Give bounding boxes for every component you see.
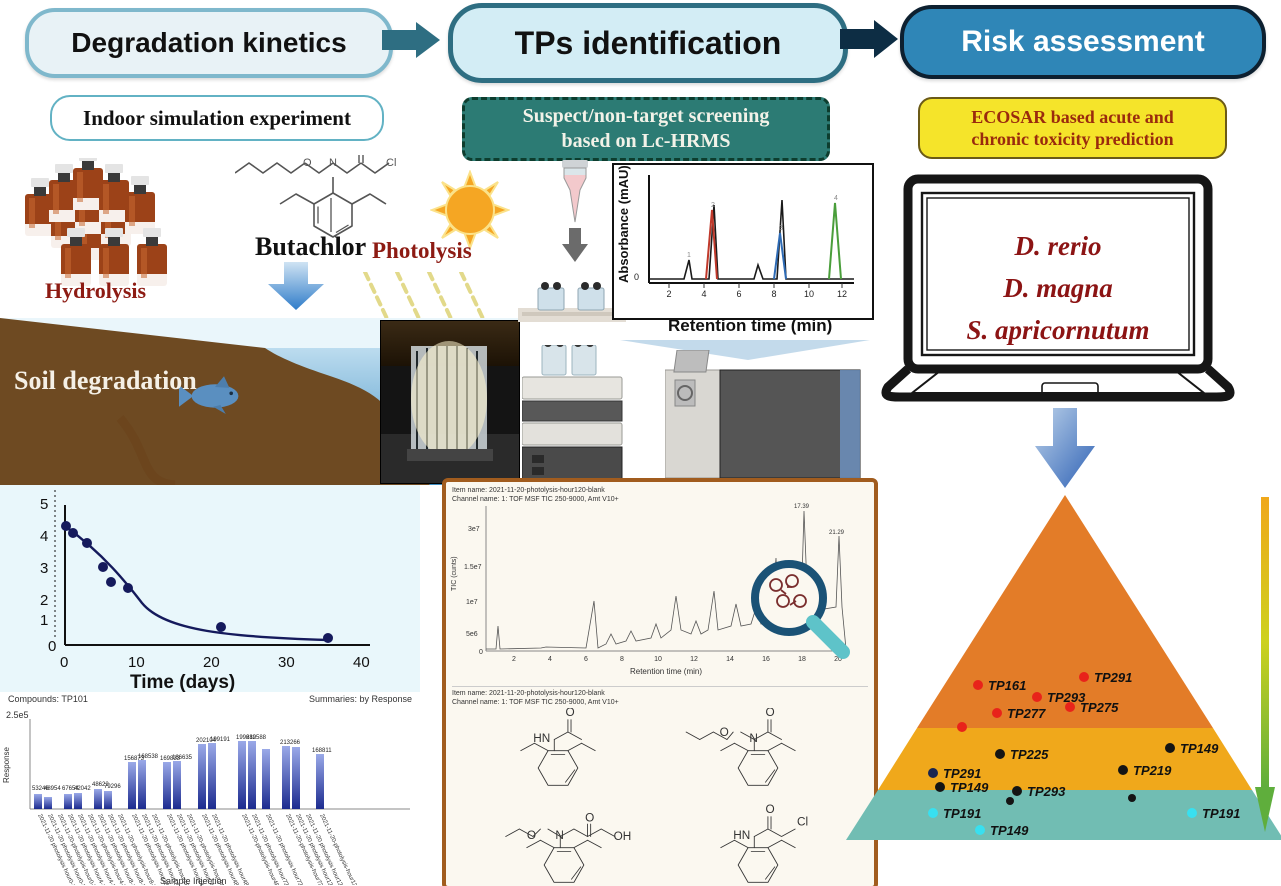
svg-text:TIC (cunts): TIC (cunts) — [451, 556, 458, 591]
svg-text:O: O — [720, 726, 729, 739]
svg-text:5: 5 — [40, 496, 48, 513]
svg-text:2: 2 — [40, 592, 48, 609]
svg-text:10: 10 — [654, 656, 662, 663]
svg-text:0: 0 — [634, 272, 639, 282]
svg-text:Cl: Cl — [797, 815, 808, 828]
svg-text:1: 1 — [687, 252, 691, 259]
svg-text:8: 8 — [771, 289, 776, 299]
svg-text:4: 4 — [40, 528, 48, 545]
svg-text:O: O — [303, 157, 312, 169]
svg-text:HN: HN — [733, 829, 750, 842]
svg-text:40: 40 — [353, 654, 370, 671]
svg-text:Time (days): Time (days) — [130, 672, 235, 692]
svg-text:2: 2 — [711, 202, 715, 209]
svg-text:1: 1 — [40, 612, 48, 629]
svg-text:0: 0 — [479, 649, 483, 656]
svg-text:N: N — [555, 829, 564, 842]
svg-text:8: 8 — [620, 656, 624, 663]
svg-text:TP277: TP277 — [1007, 706, 1046, 721]
svg-text:3: 3 — [779, 225, 783, 232]
svg-text:TP291: TP291 — [943, 766, 981, 781]
svg-text:N: N — [749, 732, 758, 745]
svg-text:6: 6 — [584, 656, 588, 663]
svg-text:N: N — [329, 157, 337, 169]
svg-text:O: O — [527, 829, 536, 842]
svg-text:TP291: TP291 — [1094, 670, 1132, 685]
svg-text:TP225: TP225 — [1010, 747, 1049, 762]
svg-text:OH: OH — [614, 830, 632, 843]
svg-text:0: 0 — [48, 638, 56, 655]
svg-text:12: 12 — [837, 289, 847, 299]
svg-text:O: O — [765, 708, 774, 719]
svg-text:14: 14 — [726, 656, 734, 663]
svg-text:21.29: 21.29 — [829, 530, 845, 536]
svg-text:1.5e7: 1.5e7 — [464, 564, 482, 571]
svg-text:6: 6 — [736, 289, 741, 299]
svg-text:0: 0 — [60, 654, 68, 671]
svg-text:30: 30 — [278, 654, 295, 671]
svg-text:3: 3 — [40, 560, 48, 577]
svg-text:10: 10 — [804, 289, 814, 299]
svg-text:O: O — [765, 803, 774, 816]
svg-text:TP161: TP161 — [988, 678, 1026, 693]
svg-text:2: 2 — [666, 289, 671, 299]
svg-text:HN: HN — [533, 732, 550, 745]
svg-text:Retention time (min): Retention time (min) — [630, 667, 702, 676]
svg-text:TP191: TP191 — [943, 806, 981, 821]
svg-text:D. magna: D. magna — [1002, 273, 1113, 303]
svg-text:Cl: Cl — [386, 157, 396, 169]
svg-text:20: 20 — [203, 654, 220, 671]
svg-text:TP191: TP191 — [1202, 806, 1240, 821]
svg-text:TP149: TP149 — [950, 780, 989, 795]
svg-text:10: 10 — [128, 654, 145, 671]
svg-text:S. apricornutum: S. apricornutum — [966, 315, 1149, 345]
svg-text:3e7: 3e7 — [468, 526, 480, 533]
svg-text:TP293: TP293 — [1027, 784, 1066, 799]
svg-text:TP219: TP219 — [1133, 763, 1172, 778]
svg-text:1e7: 1e7 — [466, 599, 478, 606]
svg-text:17.39: 17.39 — [794, 504, 810, 510]
svg-text:12: 12 — [690, 656, 698, 663]
svg-text:TP275: TP275 — [1080, 700, 1119, 715]
svg-text:TP149: TP149 — [1180, 741, 1219, 756]
svg-text:TP149: TP149 — [990, 823, 1029, 838]
svg-text:4: 4 — [834, 195, 838, 202]
svg-text:D. rerio: D. rerio — [1014, 231, 1102, 261]
svg-text:4: 4 — [548, 656, 552, 663]
svg-text:O: O — [585, 812, 594, 825]
svg-text:Absorbance (mAU): Absorbance (mAU) — [616, 165, 631, 283]
svg-text:2: 2 — [512, 656, 516, 663]
svg-text:O: O — [565, 708, 574, 719]
svg-text:5e6: 5e6 — [466, 631, 478, 638]
svg-text:4: 4 — [701, 289, 706, 299]
